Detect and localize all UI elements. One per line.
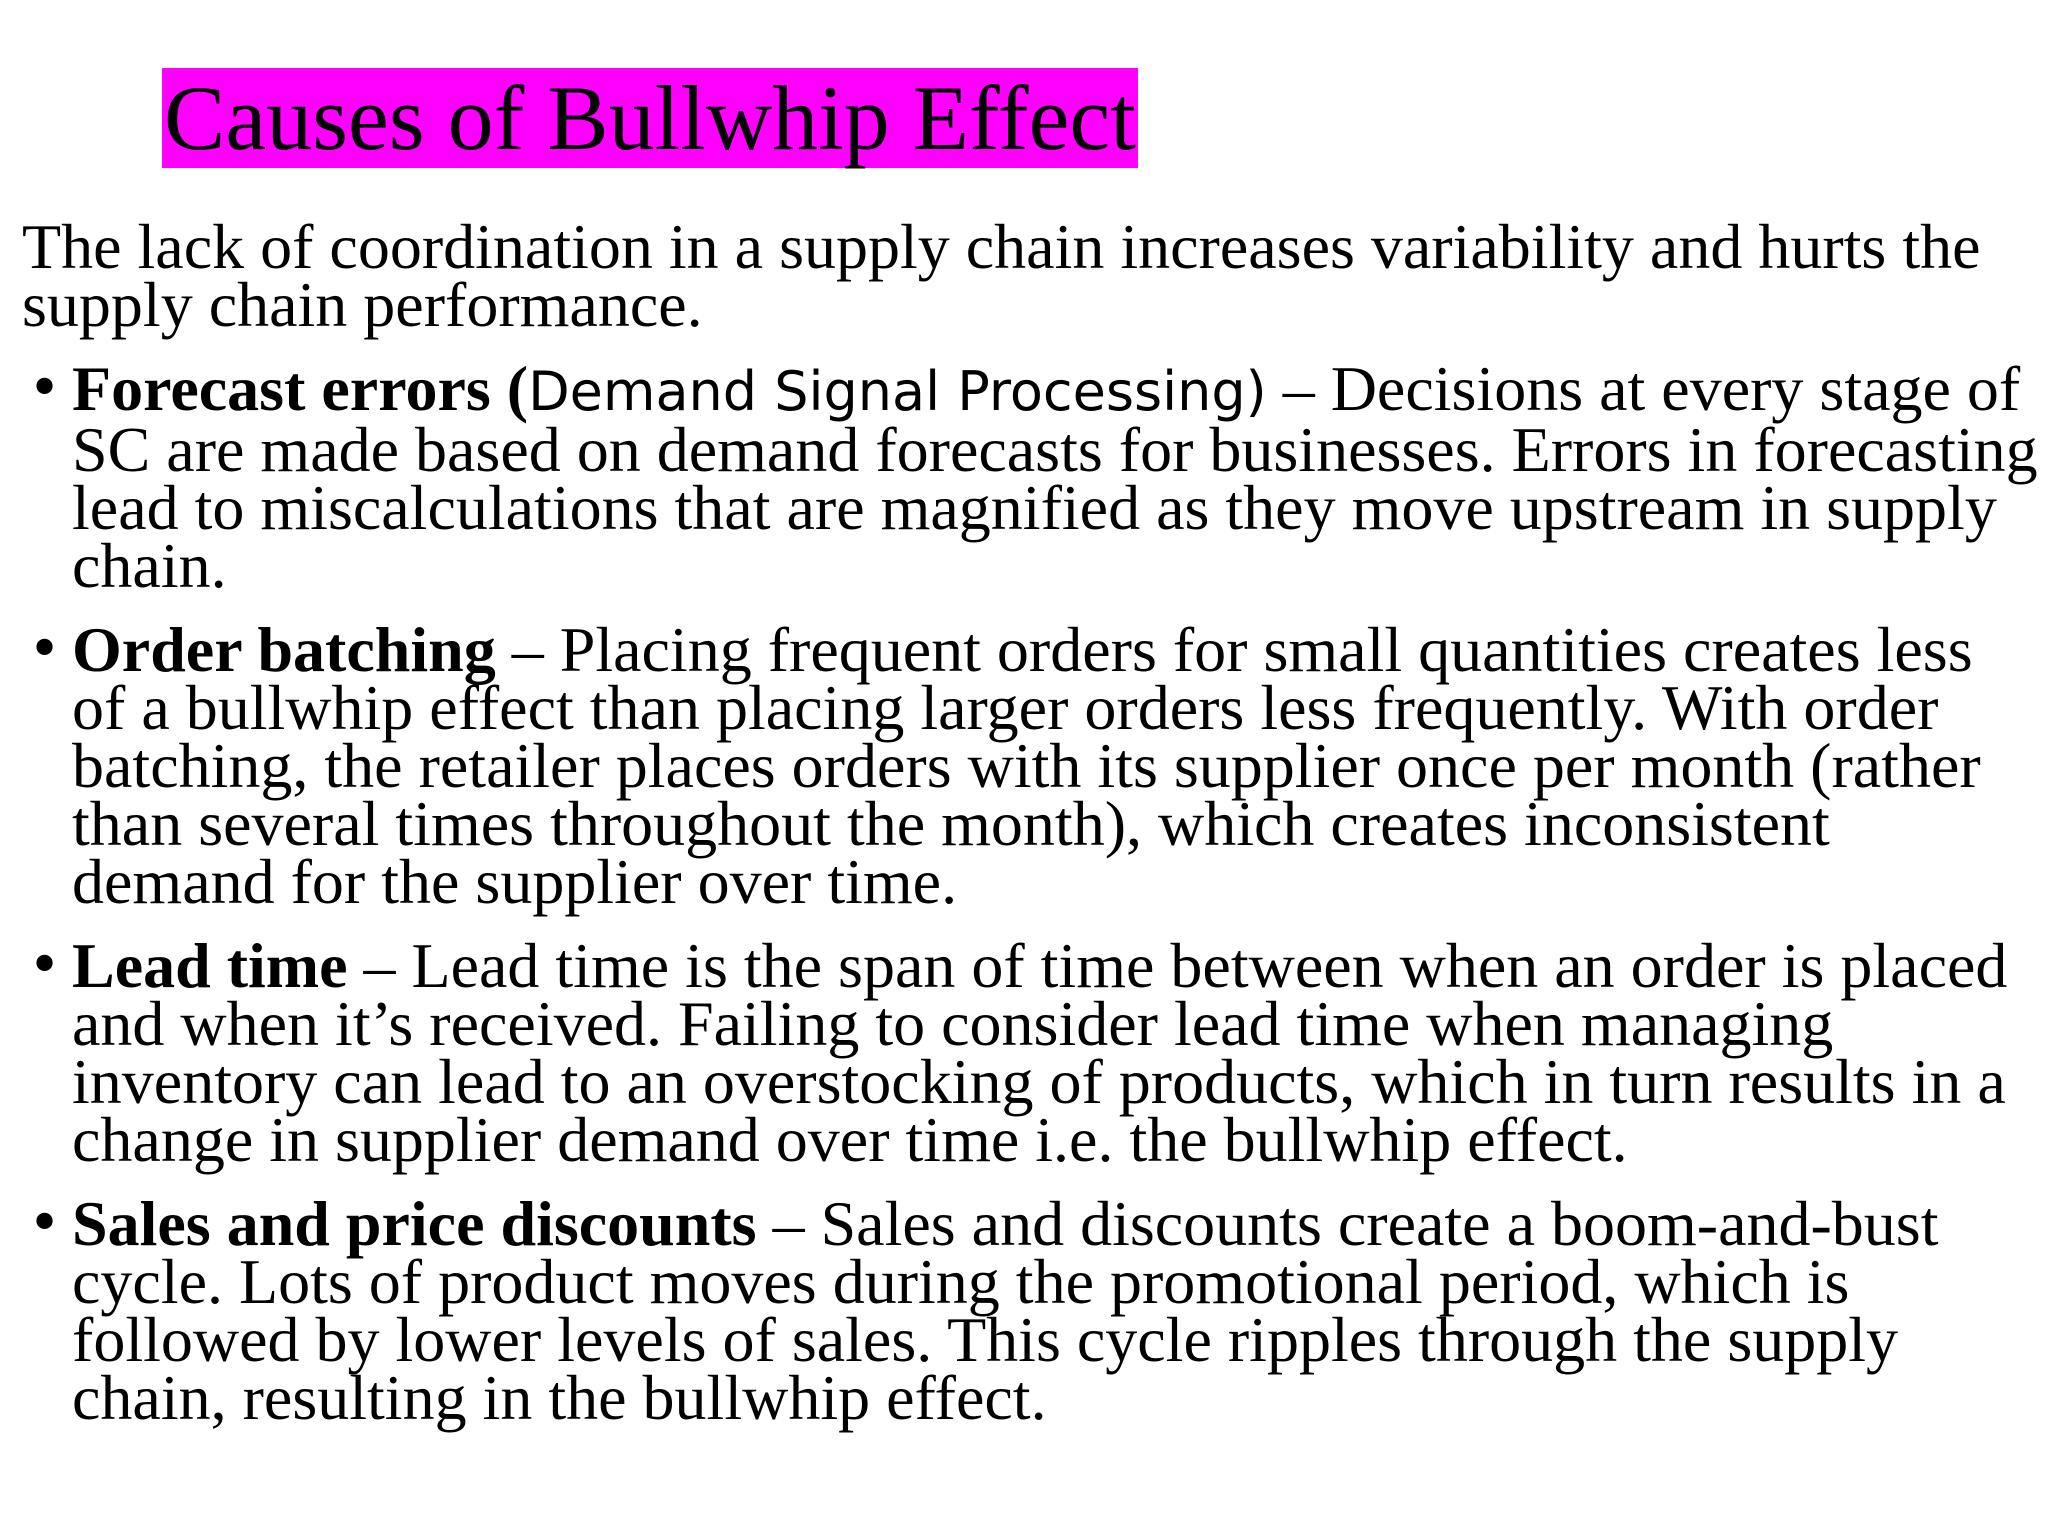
bullet-icon: •: [28, 933, 62, 998]
bullet-subterm: Demand Signal Processing): [528, 360, 1267, 423]
bullet-order-batching: • Order batching – Placing frequent orde…: [0, 617, 2040, 914]
bullet-text: – Placing frequent orders for small quan…: [72, 614, 1981, 917]
bullet-text: – Decisions at every stage of SC are mad…: [72, 353, 2038, 601]
bullet-term: Order batching: [72, 614, 496, 685]
bullet-text: – Lead time is the span of time between …: [72, 930, 2008, 1175]
bullet-term: Forecast errors (: [72, 353, 529, 424]
bullet-icon: •: [28, 617, 62, 682]
bullet-icon: •: [28, 1191, 62, 1256]
slide-title: Causes of Bullwhip Effect: [162, 67, 1138, 169]
bullet-term: Sales and price discounts: [72, 1188, 757, 1259]
bullet-icon: •: [28, 356, 62, 421]
causes-list: • Forecast errors (Demand Signal Process…: [0, 356, 2048, 1453]
bullet-sales-discounts: • Sales and price discounts – Sales and …: [0, 1191, 2040, 1430]
intro-paragraph: The lack of coordination in a supply cha…: [22, 211, 1981, 340]
bullet-forecast-errors: • Forecast errors (Demand Signal Process…: [0, 356, 2040, 598]
bullet-term: Lead time: [72, 930, 348, 1001]
bullet-lead-time: • Lead time – Lead time is the span of t…: [0, 933, 2040, 1172]
bullet-text: – Sales and discounts create a boom-and-…: [72, 1188, 1939, 1433]
